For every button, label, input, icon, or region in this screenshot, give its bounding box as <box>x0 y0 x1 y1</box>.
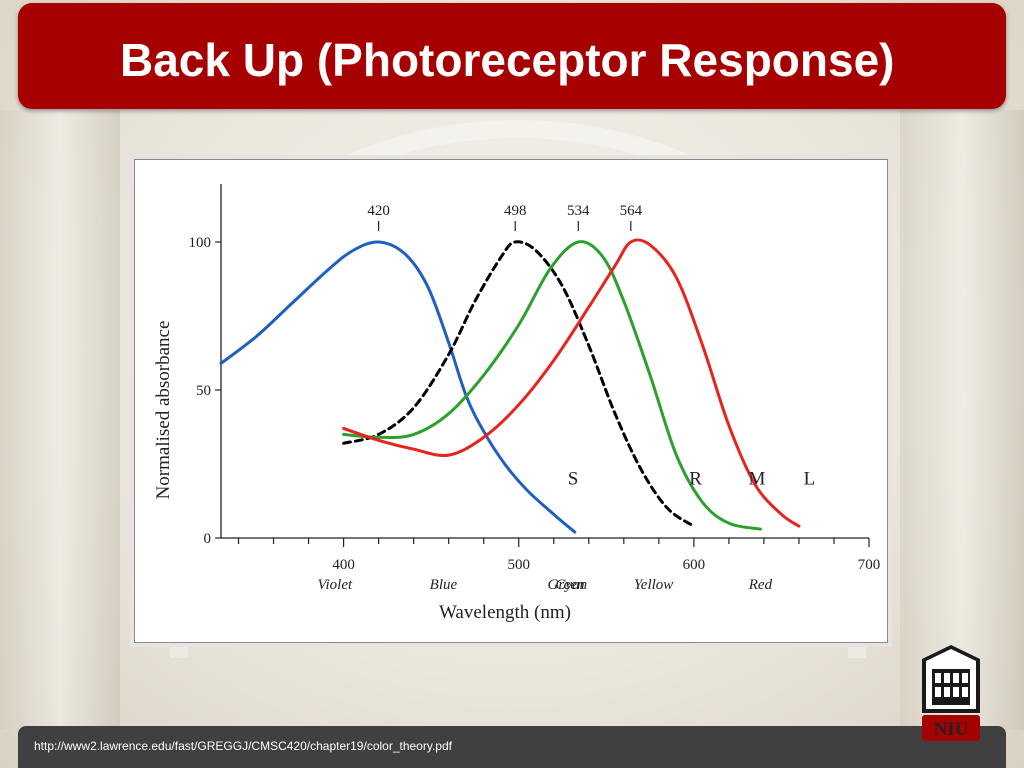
series-label-l: L <box>804 469 816 490</box>
band-label-cyan: Cyan <box>555 577 587 593</box>
peak-label-498: 498 <box>504 203 527 219</box>
series-line-r <box>342 240 696 528</box>
x-tick-label-500: 500 <box>507 557 530 573</box>
band-label-violet: Violet <box>317 577 353 593</box>
peak-label-420: 420 <box>367 203 390 219</box>
x-tick-label-700: 700 <box>858 557 881 573</box>
y-tick-label-0: 0 <box>204 531 212 547</box>
footer-url: http://www2.lawrence.edu/fast/GREGGJ/CMS… <box>34 739 452 753</box>
y-tick-label-50: 50 <box>196 383 211 399</box>
series-label-m: M <box>748 469 765 490</box>
series-line-s <box>219 240 577 534</box>
x-axis-title: Wavelength (nm) <box>439 602 571 623</box>
title-bar: Back Up (Photoreceptor Response) <box>18 3 1006 109</box>
peak-label-564: 564 <box>620 203 643 219</box>
niu-logo-icon: NIU <box>922 645 980 741</box>
y-axis-title: Normalised absorbance <box>153 321 174 500</box>
logo-text: NIU <box>934 719 969 740</box>
band-label-yellow: Yellow <box>634 577 673 593</box>
background-column-left <box>0 110 120 730</box>
series-line-m <box>342 240 762 531</box>
footer-bar: http://www2.lawrence.edu/fast/GREGGJ/CMS… <box>18 726 1006 768</box>
chart-labels: S R M L 420 498 534 564 <box>367 203 815 490</box>
figure-panel: 0 50 100 400 500 600 700 Violet Blue Cyan Green Yel… <box>134 159 888 643</box>
band-label-red: Red <box>748 577 773 593</box>
slide-title: Back Up (Photoreceptor Response) <box>120 34 895 86</box>
x-tick-label-400: 400 <box>332 557 355 573</box>
series-label-s: S <box>568 469 579 490</box>
x-tick-label-600: 600 <box>683 557 706 573</box>
band-label-green: Green <box>548 577 585 593</box>
series-line-l <box>342 238 801 528</box>
y-tick-label-100: 100 <box>189 235 212 251</box>
background-column-right <box>900 110 1024 730</box>
band-label-blue: Blue <box>430 577 458 593</box>
series-label-r: R <box>689 469 702 490</box>
chart-series <box>219 238 801 534</box>
figure-frame: 0 50 100 400 500 600 700 Violet Blue Cyan Green Yel… <box>130 155 892 647</box>
peak-label-534: 534 <box>567 203 590 219</box>
